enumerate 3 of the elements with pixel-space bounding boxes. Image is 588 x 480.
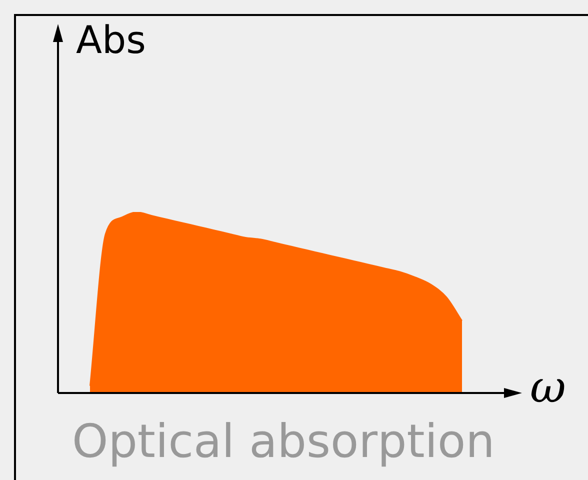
x-axis-title: ω — [530, 362, 566, 413]
text: Optical absorption — [72, 414, 495, 468]
y-axis-title: Abs — [76, 18, 146, 62]
